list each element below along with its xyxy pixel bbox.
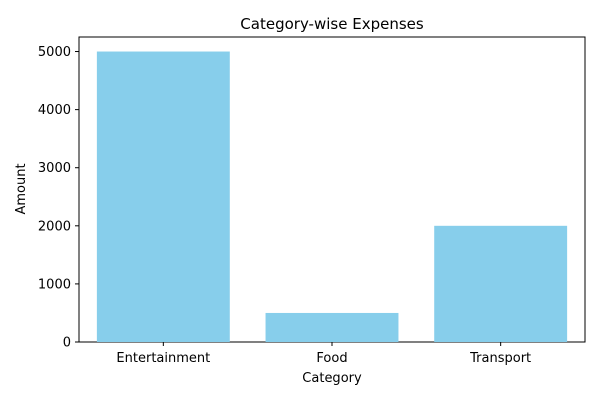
y-tick-label: 1000 [38,277,71,292]
x-axis-label: Category [302,371,362,386]
x-tick-label: Food [316,351,347,366]
x-axis: Entertainment Food Transport [116,342,531,366]
bar [434,225,568,342]
bar [96,51,230,343]
y-tick-label: 4000 [38,103,71,118]
y-axis: 0 1000 2000 3000 4000 5000 [38,45,79,351]
y-tick-label: 0 [63,336,71,351]
y-tick-label: 5000 [38,45,71,60]
y-tick-label: 2000 [38,219,71,234]
x-tick-label: Entertainment [116,351,210,366]
y-axis-label: Amount [14,163,29,214]
chart-title: Category-wise Expenses [240,15,424,33]
x-tick-label: Transport [469,351,531,366]
y-tick-label: 3000 [38,161,71,176]
bars-group [96,51,568,343]
bar [265,312,399,342]
